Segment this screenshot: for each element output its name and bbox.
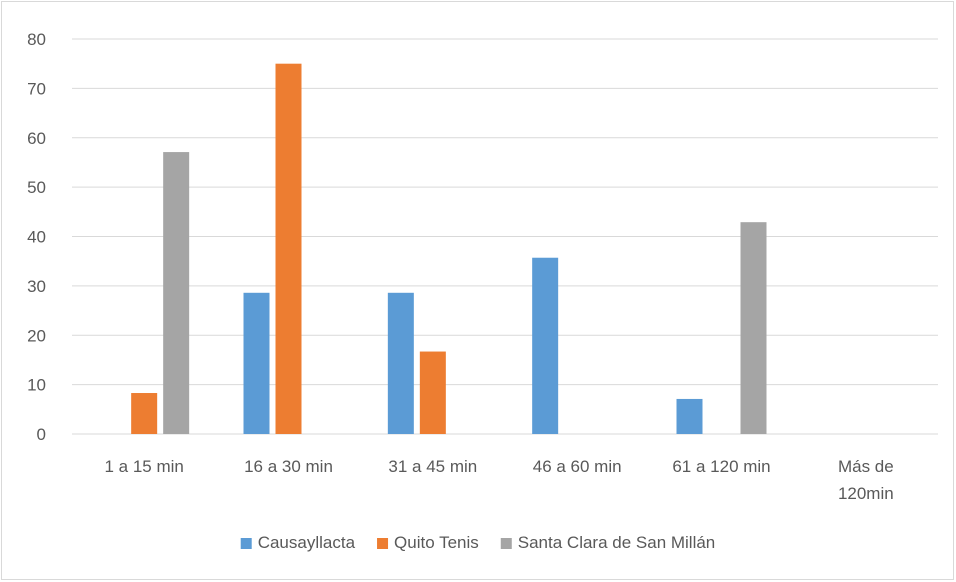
x-tick-label: 120min [838, 484, 894, 503]
y-tick-label: 80 [27, 30, 46, 49]
legend-swatch [241, 538, 252, 549]
y-tick-label: 0 [37, 425, 46, 444]
bar-santa-clara-de-san-millán [163, 152, 189, 434]
legend-label: Quito Tenis [394, 533, 479, 552]
bar-causayllacta [244, 293, 270, 434]
bar-causayllacta [532, 258, 558, 434]
x-tick-label: 1 a 15 min [104, 457, 183, 476]
x-tick-label: 46 a 60 min [533, 457, 622, 476]
y-tick-label: 30 [27, 277, 46, 296]
legend-swatch [501, 538, 512, 549]
legend-swatch [377, 538, 388, 549]
bar-quito-tenis [276, 64, 302, 434]
legend-label: Santa Clara de San Millán [518, 533, 716, 552]
x-tick-label: 61 a 120 min [672, 457, 770, 476]
y-tick-label: 60 [27, 129, 46, 148]
x-tick-label: 16 a 30 min [244, 457, 333, 476]
y-tick-label: 40 [27, 228, 46, 247]
y-tick-label: 50 [27, 178, 46, 197]
bar-santa-clara-de-san-millán [741, 222, 767, 434]
x-tick-label: 31 a 45 min [388, 457, 477, 476]
bar-quito-tenis [131, 393, 157, 434]
y-tick-label: 10 [27, 376, 46, 395]
bar-causayllacta [388, 293, 414, 434]
bar-causayllacta [677, 399, 703, 434]
legend-label: Causayllacta [258, 533, 356, 552]
bar-quito-tenis [420, 352, 446, 434]
x-tick-label: Más de [838, 457, 894, 476]
y-tick-label: 70 [27, 79, 46, 98]
y-tick-label: 20 [27, 326, 46, 345]
